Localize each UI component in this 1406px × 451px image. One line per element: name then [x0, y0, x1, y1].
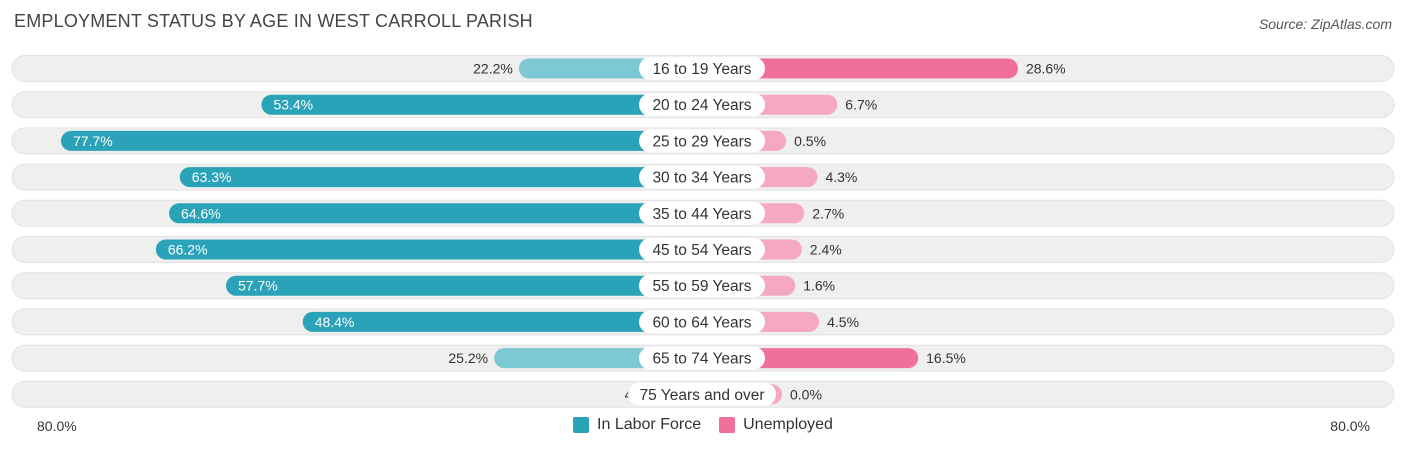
category-pill-75-years-and-over	[628, 382, 776, 406]
category-pill-45-to-54-years	[639, 238, 765, 261]
value-label-unemployed-60-to-64-years: 4.5%	[827, 314, 859, 330]
bar-unemployed-16-to-19-years	[702, 58, 1018, 79]
axis-left-label: 80.0%	[37, 418, 77, 434]
value-label-labor-force-35-to-44-years: 64.6%	[181, 205, 221, 221]
value-label-unemployed-35-to-44-years: 2.7%	[812, 205, 844, 221]
category-pill-25-to-29-years	[639, 129, 765, 153]
category-pill-20-to-24-years	[639, 93, 765, 117]
legend-label-labor-force: In Labor Force	[597, 416, 702, 433]
bar-labor-force-35-to-44-years	[169, 203, 703, 224]
value-label-labor-force-60-to-64-years: 48.4%	[315, 314, 355, 330]
value-label-labor-force-55-to-59-years: 57.7%	[238, 278, 278, 294]
category-label-16-to-19-years: 16 to 19 Years	[652, 61, 751, 78]
legend-item-labor-force[interactable]: In Labor Force	[573, 416, 701, 434]
value-label-labor-force-30-to-34-years: 63.3%	[192, 169, 232, 185]
category-label-45-to-54-years: 45 to 54 Years	[652, 242, 751, 259]
bar-labor-force-55-to-59-years	[225, 275, 702, 296]
category-pill-30-to-34-years	[639, 165, 765, 189]
category-pill-16-to-19-years	[639, 57, 765, 80]
category-label-30-to-34-years: 30 to 34 Years	[652, 170, 751, 187]
value-label-unemployed-55-to-59-years: 1.6%	[803, 278, 835, 294]
category-label-35-to-44-years: 35 to 44 Years	[652, 206, 751, 223]
category-label-20-to-24-years: 20 to 24 Years	[652, 97, 751, 114]
value-label-unemployed-65-to-74-years: 16.5%	[926, 350, 966, 366]
value-label-unemployed-16-to-19-years: 28.6%	[1026, 61, 1066, 77]
legend-label-unemployed: Unemployed	[743, 416, 833, 433]
bar-labor-force-45-to-54-years	[155, 239, 703, 260]
category-pill-55-to-59-years	[639, 274, 765, 298]
category-label-60-to-64-years: 60 to 64 Years	[652, 314, 751, 331]
bar-labor-force-60-to-64-years	[302, 311, 702, 332]
value-label-labor-force-25-to-29-years: 77.7%	[73, 133, 113, 149]
bar-labor-force-20-to-24-years	[261, 94, 702, 115]
value-label-labor-force-16-to-19-years: 22.2%	[473, 61, 513, 77]
category-label-65-to-74-years: 65 to 74 Years	[652, 351, 751, 368]
source-label: Source: ZipAtlas.com	[1258, 16, 1392, 32]
legend-item-unemployed[interactable]: Unemployed	[719, 416, 833, 434]
bar-labor-force-25-to-29-years	[60, 130, 703, 151]
chart-title: EMPLOYMENT STATUS BY AGE IN WEST CARROLL…	[14, 11, 533, 31]
category-pill-65-to-74-years	[639, 346, 765, 370]
category-pill-35-to-44-years	[639, 201, 765, 225]
value-label-labor-force-20-to-24-years: 53.4%	[273, 97, 313, 113]
value-label-labor-force-65-to-74-years: 25.2%	[448, 350, 488, 366]
bar-labor-force-30-to-34-years	[179, 167, 702, 188]
category-label-75-years-and-over: 75 Years and over	[640, 387, 765, 404]
value-label-unemployed-25-to-29-years: 0.5%	[794, 133, 826, 149]
value-label-labor-force-45-to-54-years: 66.2%	[168, 242, 208, 258]
value-label-unemployed-75-years-and-over: 0.0%	[790, 386, 822, 402]
legend-swatch-labor-force	[573, 417, 590, 433]
value-label-unemployed-45-to-54-years: 2.4%	[810, 242, 842, 258]
legend-swatch-unemployed	[719, 417, 736, 433]
value-label-unemployed-30-to-34-years: 4.3%	[825, 169, 857, 185]
category-pill-60-to-64-years	[639, 310, 765, 334]
value-label-unemployed-20-to-24-years: 6.7%	[845, 97, 877, 113]
legend: In Labor Force Unemployed	[0, 416, 1406, 434]
category-label-55-to-59-years: 55 to 59 Years	[652, 278, 751, 295]
category-label-25-to-29-years: 25 to 29 Years	[652, 133, 751, 150]
axis-right-label: 80.0%	[1330, 418, 1370, 434]
